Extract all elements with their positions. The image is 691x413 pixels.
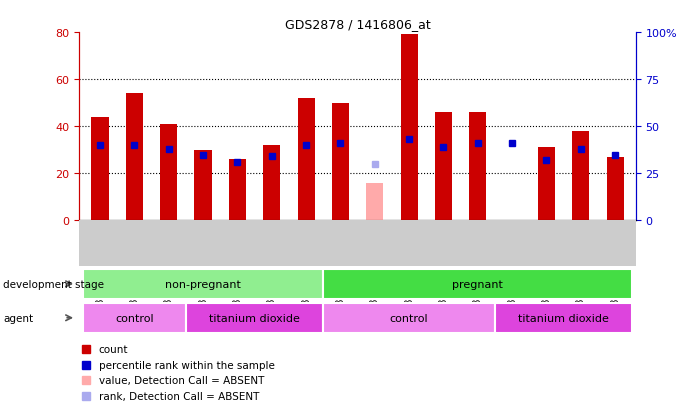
Bar [263, 146, 281, 221]
Text: pregnant: pregnant [453, 279, 503, 289]
Bar [229, 160, 246, 221]
Text: percentile rank within the sample: percentile rank within the sample [99, 360, 275, 370]
Bar [126, 94, 143, 221]
Bar [323, 269, 632, 299]
Bar [366, 183, 384, 221]
Bar [323, 303, 495, 333]
Bar [298, 99, 314, 221]
Bar [186, 303, 323, 333]
Bar [160, 125, 178, 221]
Text: value, Detection Call = ABSENT: value, Detection Call = ABSENT [99, 375, 264, 385]
Text: development stage: development stage [3, 279, 104, 289]
Text: control: control [115, 313, 153, 323]
Bar [495, 303, 632, 333]
Bar [538, 148, 555, 221]
Title: GDS2878 / 1416806_at: GDS2878 / 1416806_at [285, 17, 430, 31]
Bar [572, 132, 589, 221]
Bar [469, 113, 486, 221]
Bar [607, 157, 624, 221]
Text: titanium dioxide: titanium dioxide [209, 313, 300, 323]
Bar [194, 150, 211, 221]
Bar [401, 36, 417, 221]
Bar [332, 104, 349, 221]
Bar [83, 303, 186, 333]
Text: non-pregnant: non-pregnant [165, 279, 241, 289]
Text: rank, Detection Call = ABSENT: rank, Detection Call = ABSENT [99, 391, 259, 401]
Text: titanium dioxide: titanium dioxide [518, 313, 609, 323]
Text: agent: agent [3, 313, 34, 323]
Bar [435, 113, 452, 221]
Bar [83, 269, 323, 299]
Text: count: count [99, 344, 129, 354]
Text: control: control [390, 313, 428, 323]
Bar [91, 118, 108, 221]
